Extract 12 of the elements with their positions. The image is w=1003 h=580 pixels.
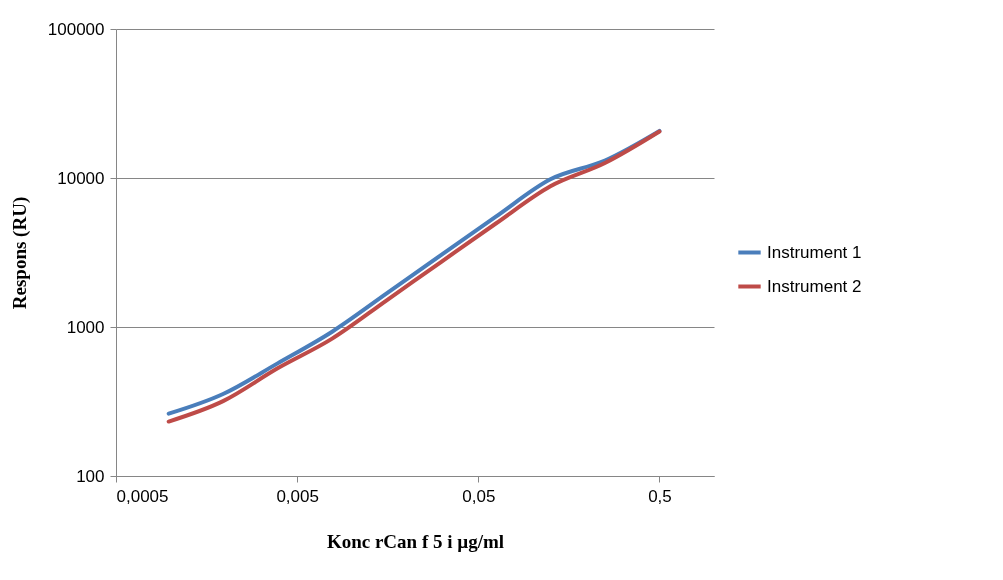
y-tick-label: 1000 bbox=[66, 317, 105, 337]
y-tick-label: 100 bbox=[76, 466, 105, 486]
x-tick-label: 0,5 bbox=[648, 486, 672, 506]
y-axis-title: Respons (RU) bbox=[8, 196, 31, 310]
x-tick-label: 0,005 bbox=[276, 486, 319, 506]
y-tick-label: 100000 bbox=[47, 19, 105, 39]
x-tick-label: 0,05 bbox=[462, 486, 496, 506]
y-tick-label: 10000 bbox=[57, 168, 105, 188]
legend-label: Instrument 2 bbox=[767, 276, 862, 296]
x-axis-title: Konc rCan f 5 i µg/ml bbox=[326, 530, 505, 552]
legend-label: Instrument 1 bbox=[767, 242, 862, 262]
x-tick-label: 0,0005 bbox=[116, 486, 169, 506]
